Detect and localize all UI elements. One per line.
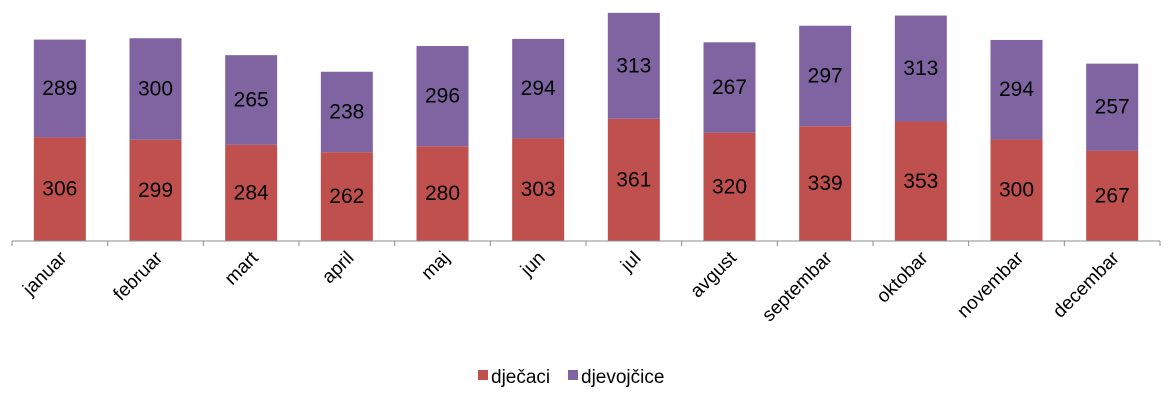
data-label-boys-novembar: 300: [999, 179, 1034, 202]
data-label-girls-januar: 289: [42, 77, 77, 100]
x-tick-label-avgust: avgust: [687, 247, 742, 302]
data-label-girls-decembar: 257: [1095, 96, 1130, 119]
data-label-girls-jun: 294: [521, 77, 556, 100]
legend-label-girls: djevojčice: [581, 367, 664, 388]
bar-boys-avgust: [703, 132, 756, 241]
bar-boys-jun: [512, 138, 565, 241]
bar-girls-maj: [416, 46, 469, 147]
data-label-boys-avgust: 320: [712, 175, 747, 198]
x-tick-label-oktobar: oktobar: [873, 247, 933, 307]
x-tick-label-maj: maj: [418, 248, 455, 285]
bar-boys-maj: [416, 146, 469, 241]
x-tick-label-decembar: decembar: [1049, 247, 1124, 322]
bar-boys-april: [320, 152, 373, 241]
bar-girls-decembar: [1086, 63, 1139, 151]
bar-girls-januar: [33, 39, 86, 138]
legend-label-boys: dječaci: [491, 367, 550, 388]
x-tick-label-novembar: novembar: [953, 247, 1028, 322]
bar-boys-novembar: [990, 139, 1043, 241]
data-label-boys-jul: 361: [616, 168, 651, 191]
bar-girls-februar: [129, 38, 182, 140]
bar-girls-avgust: [703, 42, 756, 133]
bar-boys-jul: [607, 118, 660, 241]
bar-girls-oktobar: [894, 15, 947, 122]
bar-girls-april: [320, 71, 373, 153]
bar-boys-decembar: [1086, 150, 1139, 241]
legend-swatch-boys: [478, 370, 488, 380]
bar-girls-mart: [225, 55, 278, 145]
bar-girls-jun: [512, 38, 565, 139]
data-label-girls-mart: 265: [234, 89, 269, 112]
data-label-boys-maj: 280: [425, 182, 460, 205]
x-tick-label-februar: februar: [110, 247, 168, 305]
bar-boys-oktobar: [894, 121, 947, 241]
x-tick-label-januar: januar: [18, 247, 71, 300]
bars-layer: [33, 12, 1139, 241]
bar-boys-januar: [33, 137, 86, 241]
data-label-girls-maj: 296: [425, 85, 460, 108]
bar-girls-novembar: [990, 39, 1043, 140]
data-label-boys-jun: 303: [521, 178, 556, 201]
data-label-boys-decembar: 267: [1095, 184, 1130, 207]
data-label-girls-avgust: 267: [712, 76, 747, 99]
x-tick-label-septembar: septembar: [758, 247, 837, 326]
bar-boys-mart: [225, 144, 278, 241]
legend: dječaci djevojčice: [478, 367, 664, 388]
data-label-boys-april: 262: [329, 185, 364, 208]
bar-boys-septembar: [799, 126, 852, 241]
data-label-girls-novembar: 294: [999, 78, 1034, 101]
data-label-boys-oktobar: 353: [903, 170, 938, 193]
data-label-girls-jul: 313: [616, 54, 651, 77]
data-label-girls-oktobar: 313: [903, 57, 938, 80]
bar-girls-jul: [607, 12, 660, 119]
bar-boys-februar: [129, 139, 182, 241]
x-tick-label-april: april: [318, 248, 358, 288]
data-label-boys-januar: 306: [42, 178, 77, 201]
data-labels-layer: 306 289 299 300 284 265 262 238 280 296 303 294 361 3…: [42, 54, 1129, 208]
data-label-boys-februar: 299: [138, 179, 173, 202]
data-label-boys-mart: 284: [234, 181, 269, 204]
data-label-girls-februar: 300: [138, 78, 173, 101]
x-tick-label-jul: jul: [616, 248, 645, 277]
x-axis: januar februar mart april maj jun jul avgust sep…: [11, 240, 1161, 326]
data-label-girls-april: 238: [329, 101, 364, 124]
bar-girls-septembar: [799, 25, 852, 127]
x-tick-label-mart: mart: [221, 247, 263, 289]
data-label-girls-septembar: 297: [808, 64, 843, 87]
legend-swatch-girls: [568, 370, 578, 380]
x-tick-label-jun: jun: [516, 248, 549, 281]
data-label-boys-septembar: 339: [808, 172, 843, 195]
